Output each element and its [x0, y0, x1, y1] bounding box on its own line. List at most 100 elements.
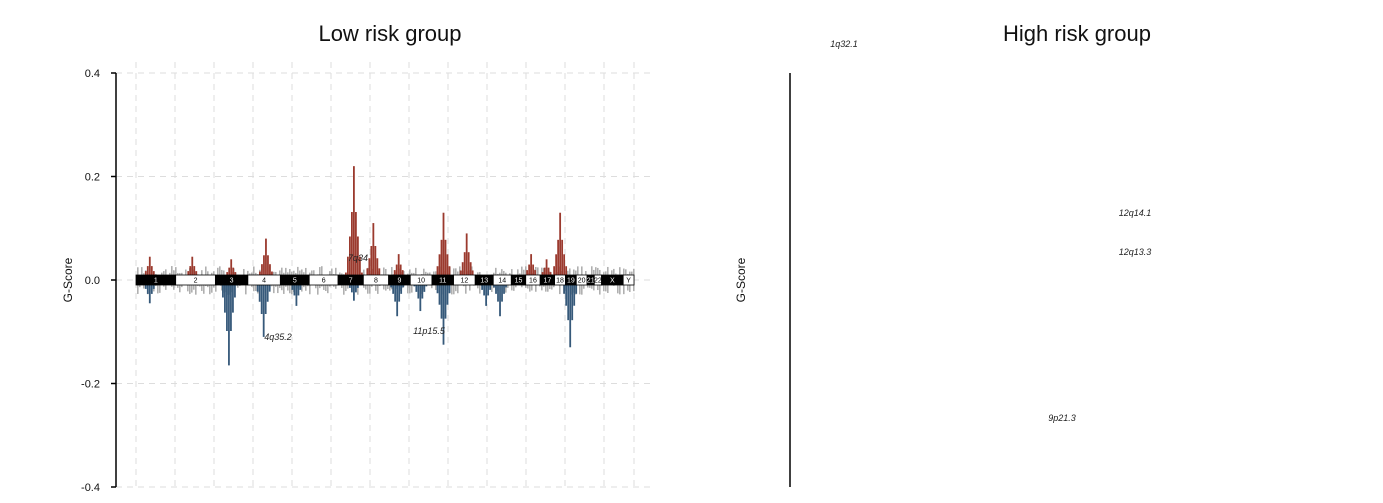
amplification-bar-chr1	[148, 256, 151, 280]
neutral-bar	[283, 280, 285, 294]
deletion-bar-chr11	[440, 280, 443, 319]
amplification-bar-chr18	[557, 239, 560, 280]
deletion-bar-chr11	[446, 280, 449, 305]
deletion-bar-chr3	[230, 280, 232, 331]
neutral-bar	[391, 267, 393, 280]
amplification-bar-chr7	[355, 212, 357, 280]
amplification-bar-chr7	[351, 212, 353, 280]
neutral-bar	[345, 280, 347, 292]
chromosome-label: 16	[529, 278, 537, 285]
amplification-bar-chr17	[545, 259, 548, 280]
neutral-bar	[367, 280, 369, 294]
neutral-bar	[285, 267, 287, 280]
neutral-bar	[327, 280, 329, 294]
chromosome-label: 5	[293, 278, 297, 285]
neutral-bar	[613, 268, 615, 280]
neutral-bar	[451, 280, 453, 295]
deletion-bar-chr14	[495, 280, 497, 294]
neutral-bar	[623, 268, 625, 280]
annotation-11p15-5: 11p15.5	[413, 326, 446, 336]
chromosome-label: 3	[230, 278, 234, 285]
neutral-bar	[369, 280, 371, 294]
deletion-bar-chr7	[353, 280, 355, 301]
annotation-4q35-2: 4q35.2	[264, 332, 292, 342]
neutral-bar	[289, 280, 291, 294]
amplification-bar-chr1	[146, 266, 149, 280]
chromosome-label: 21	[587, 278, 595, 285]
amplification-bar-chr4	[267, 255, 269, 280]
deletion-bar-chr9	[396, 280, 399, 317]
deletion-bar-chr5	[295, 280, 298, 306]
neutral-bar	[309, 280, 311, 295]
amplification-bar-chr4	[269, 264, 271, 280]
amplification-bar-chr9	[397, 254, 400, 280]
deletion-bar-chr4	[264, 280, 267, 314]
deletion-bar-chr19	[575, 280, 578, 294]
neutral-bar	[281, 267, 283, 280]
neutral-bar	[409, 280, 411, 294]
amplification-bar-chr9	[399, 264, 402, 280]
neutral-bar	[201, 280, 203, 291]
chromosome-label: 4	[262, 278, 266, 285]
chromosome-label: 22	[594, 278, 602, 285]
neutral-bar	[273, 280, 275, 294]
neutral-bar	[171, 266, 173, 280]
neutral-bar	[159, 280, 161, 293]
deletion-bar-chr1	[150, 280, 153, 294]
neutral-bar	[187, 280, 189, 292]
neutral-bar	[203, 280, 205, 294]
chromosome-label: 17	[543, 278, 551, 285]
neutral-bar	[297, 266, 299, 280]
neutral-bar	[547, 280, 549, 292]
neutral-bar	[599, 280, 601, 295]
chromosome-label: 6	[322, 278, 326, 285]
neutral-bar	[335, 267, 337, 280]
amplification-bar-chr3	[228, 267, 231, 280]
deletion-bar-chr4	[260, 280, 263, 314]
neutral-bar	[545, 280, 547, 292]
amplification-bar-chr12	[461, 262, 464, 280]
chromosome-label: X	[610, 278, 615, 285]
neutral-bar	[321, 266, 323, 280]
neutral-bar	[209, 280, 211, 295]
deletion-bar-chr3	[234, 280, 236, 298]
neutral-bar	[385, 268, 387, 280]
neutral-bar	[579, 280, 581, 295]
neutral-bar	[205, 266, 207, 280]
deletion-bar-chr7	[351, 280, 353, 293]
chromosome-label: 13	[480, 278, 488, 285]
neutral-bar	[595, 267, 597, 280]
neutral-bar	[301, 280, 303, 292]
deletion-bar-chr3	[228, 280, 230, 366]
chromosome-label: 9	[397, 278, 401, 285]
neutral-bar	[495, 267, 497, 280]
neutral-bar	[607, 280, 609, 293]
deletion-bar-chr14	[499, 280, 501, 317]
neutral-bar	[623, 280, 625, 295]
chromosome-label: 18	[556, 278, 564, 285]
amplification-bar-chr7	[357, 236, 359, 280]
neutral-bar	[277, 280, 279, 294]
chromosome-label: 15	[515, 278, 523, 285]
neutral-bar	[191, 280, 193, 293]
neutral-bar	[305, 267, 307, 280]
neutral-bar	[253, 280, 255, 292]
neutral-bar	[179, 280, 181, 293]
neutral-bar	[597, 267, 599, 280]
neutral-bar	[605, 280, 607, 292]
panel-title-low-risk: Low risk group	[318, 21, 461, 46]
neutral-bar	[319, 267, 321, 280]
deletion-bar-chr19	[565, 280, 568, 306]
amplification-bar-chr7	[347, 256, 349, 280]
deletion-bar-chr4	[268, 280, 271, 292]
neutral-bar	[423, 268, 425, 280]
neutral-bar	[141, 267, 143, 280]
neutral-bar	[137, 267, 139, 280]
chromosome-label: 1	[154, 278, 158, 285]
neutral-bar	[511, 269, 513, 280]
bars-low	[137, 166, 635, 366]
amplification-bar-chr18	[559, 212, 562, 280]
neutral-bar	[407, 280, 409, 294]
amplification-bar-chr18	[565, 266, 568, 280]
amplification-bar-chr7	[359, 256, 361, 280]
